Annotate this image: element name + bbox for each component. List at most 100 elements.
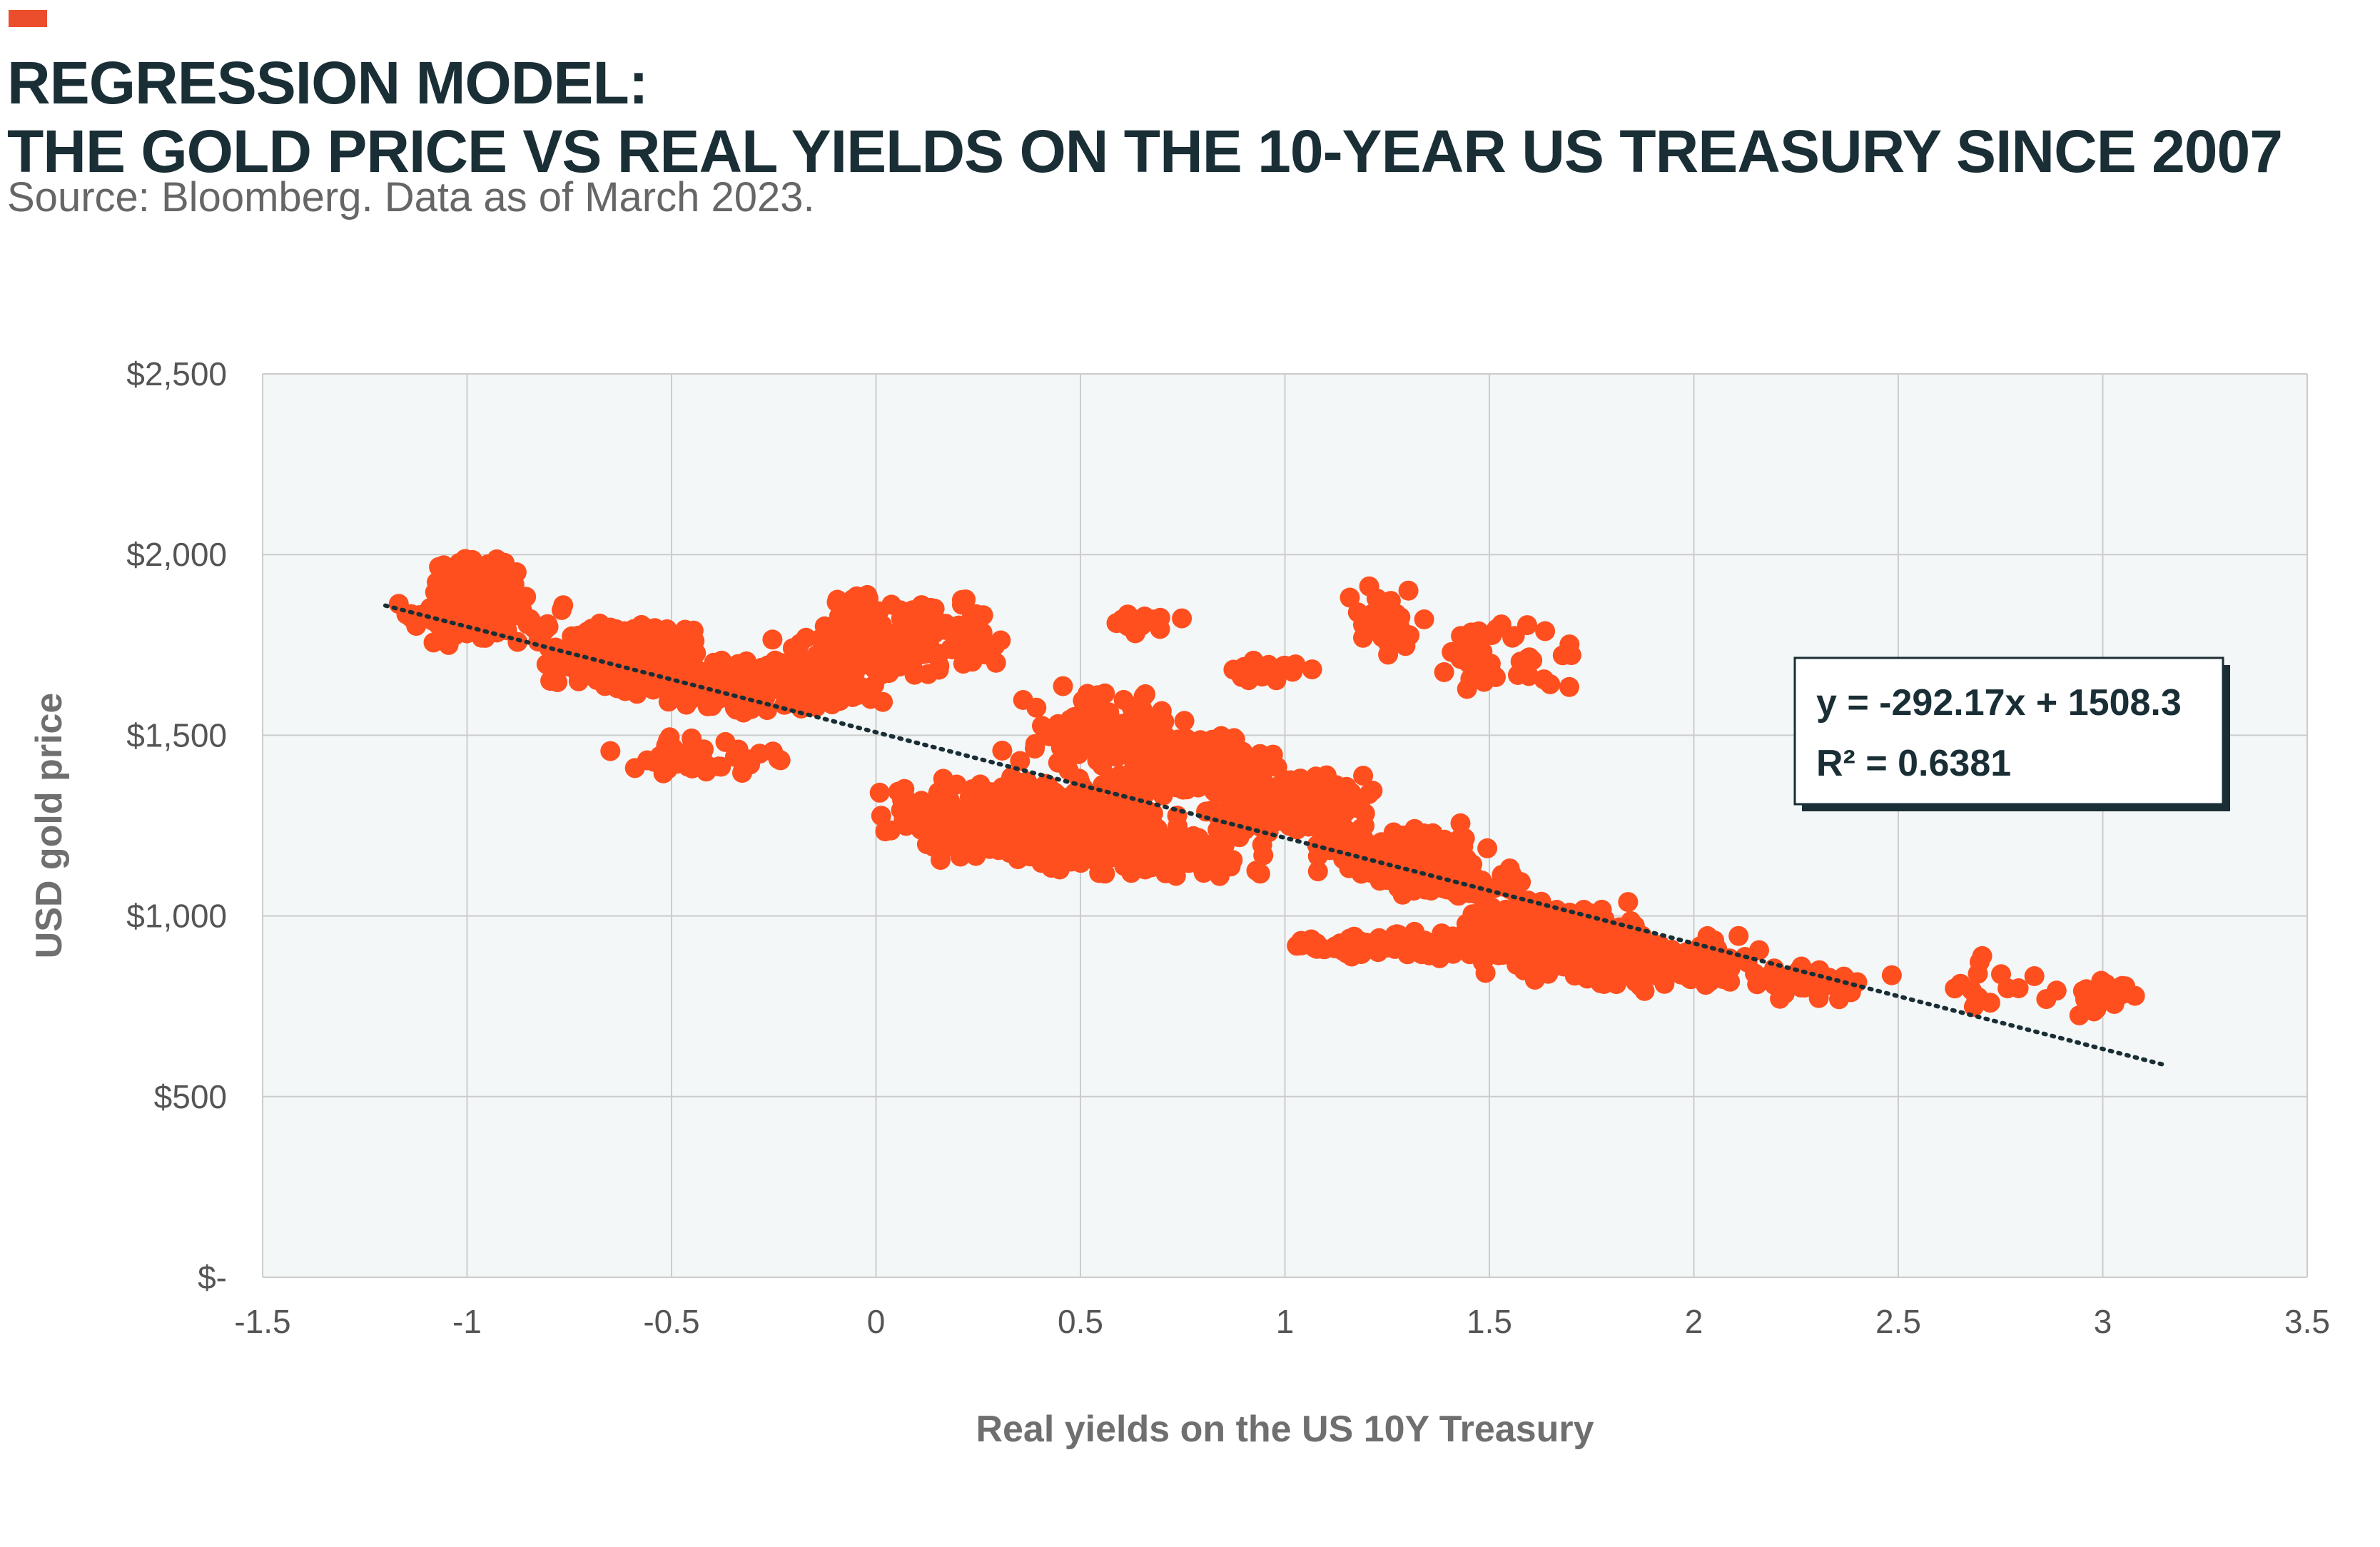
- data-point: [1013, 690, 1033, 710]
- data-point: [1453, 836, 1474, 857]
- data-point: [1618, 892, 1639, 913]
- data-point: [931, 850, 951, 871]
- data-point: [956, 636, 977, 657]
- data-point: [2024, 966, 2045, 986]
- data-point: [1340, 587, 1360, 608]
- data-point: [1594, 974, 1614, 994]
- data-point: [1113, 736, 1134, 756]
- data-point: [1379, 592, 1399, 613]
- data-point: [423, 632, 444, 653]
- x-axis-title: Real yields on the US 10Y Treasury: [976, 1409, 1594, 1450]
- data-point: [1481, 915, 1502, 936]
- data-point: [1460, 669, 1481, 689]
- y-tick-label: $2,000: [126, 536, 227, 573]
- data-point: [992, 741, 1013, 761]
- data-point: [815, 654, 836, 674]
- data-point: [870, 662, 891, 683]
- data-point: [1253, 751, 1274, 772]
- data-point: [952, 816, 973, 836]
- data-point: [1559, 676, 1579, 697]
- x-tick-label: -0.5: [643, 1303, 699, 1340]
- data-point: [1504, 626, 1525, 646]
- data-point: [1377, 870, 1397, 891]
- r-squared-text: R² = 0.6381: [1816, 743, 2011, 784]
- data-point: [1514, 953, 1535, 973]
- data-point: [1152, 746, 1173, 767]
- data-point: [861, 689, 881, 709]
- data-point: [1881, 965, 1902, 985]
- data-point: [806, 696, 826, 717]
- data-point: [1035, 783, 1055, 804]
- data-point: [1470, 929, 1491, 950]
- data-point: [762, 629, 783, 650]
- data-point: [974, 644, 995, 665]
- data-point: [891, 609, 911, 629]
- y-tick-labels: $- $500 $1,000 $1,500 $2,000 $2,500: [126, 355, 227, 1296]
- data-point: [875, 821, 896, 842]
- data-point: [1392, 839, 1412, 860]
- data-point: [1262, 783, 1282, 804]
- data-point: [1148, 711, 1168, 731]
- data-point: [896, 816, 916, 836]
- data-point: [505, 605, 526, 626]
- grid-lines: [262, 373, 2308, 1278]
- x-tick-label: 3: [2094, 1303, 2112, 1340]
- data-point: [1398, 580, 1419, 601]
- data-point: [1174, 849, 1195, 870]
- data-point: [1506, 932, 1526, 953]
- data-point: [1150, 607, 1170, 628]
- data-point: [2115, 976, 2136, 997]
- data-point: [678, 756, 698, 777]
- data-point: [921, 824, 942, 844]
- data-point: [1135, 684, 1155, 704]
- data-point: [1053, 676, 1073, 696]
- data-point: [1480, 654, 1501, 674]
- data-point: [677, 624, 698, 644]
- data-point: [1008, 849, 1028, 870]
- data-point: [433, 555, 454, 576]
- data-point: [1571, 932, 1591, 953]
- data-point: [1177, 771, 1197, 791]
- x-tick-label: 2.5: [1875, 1303, 1921, 1340]
- data-point: [749, 666, 769, 686]
- data-point: [1049, 859, 1070, 880]
- title-line-1: REGRESSION MODEL:: [7, 49, 649, 116]
- data-point: [1168, 754, 1188, 775]
- data-point: [547, 672, 568, 692]
- data-point: [1644, 951, 1665, 972]
- data-point: [1349, 793, 1369, 814]
- data-point: [1645, 936, 1666, 957]
- data-point: [582, 619, 602, 639]
- data-point: [1138, 776, 1158, 797]
- data-point: [869, 782, 890, 803]
- data-point: [438, 634, 459, 655]
- data-point: [791, 648, 811, 669]
- data-point: [538, 617, 559, 637]
- data-point: [1365, 933, 1386, 954]
- chart-title: REGRESSION MODEL: THE GOLD PRICE VS REAL…: [7, 49, 2283, 186]
- y-tick-label: $-: [198, 1259, 227, 1296]
- x-tick-label: -1.5: [234, 1303, 290, 1340]
- data-point: [966, 846, 986, 866]
- data-point: [772, 669, 793, 689]
- data-point: [988, 828, 1008, 848]
- x-tick-labels: -1.5 -1 -0.5 0 0.5 1 1.5 2 2.5 3 3.5: [234, 1303, 2330, 1340]
- data-point: [1315, 795, 1335, 815]
- data-point: [1426, 932, 1447, 953]
- data-point: [848, 614, 869, 634]
- x-tick-label: 1: [1276, 1303, 1295, 1340]
- data-point: [1332, 821, 1353, 841]
- data-point: [2075, 989, 2096, 1010]
- data-point: [869, 631, 889, 651]
- data-point: [1132, 611, 1152, 632]
- data-point: [1242, 801, 1263, 821]
- data-point: [1559, 634, 1580, 655]
- data-point: [1064, 707, 1085, 727]
- data-point: [1243, 650, 1264, 671]
- data-point: [552, 599, 572, 620]
- equation-text: y = -292.17x + 1508.3: [1816, 682, 2182, 724]
- data-point: [844, 659, 864, 679]
- data-point: [1963, 996, 1984, 1017]
- data-point: [1223, 659, 1244, 680]
